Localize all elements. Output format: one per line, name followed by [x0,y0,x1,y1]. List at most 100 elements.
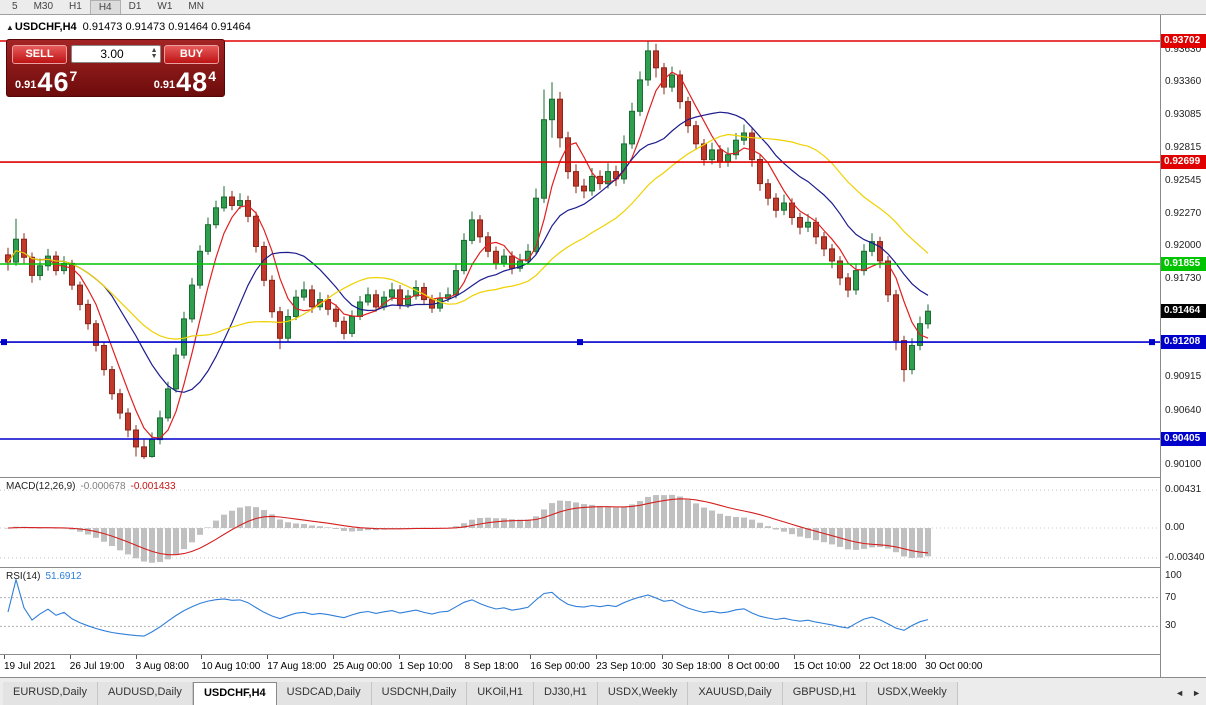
price-tick: 0.90100 [1165,459,1202,470]
tabs-scroll-right-button[interactable]: ► [1192,688,1201,698]
rsi-axis-tick: 30 [1165,620,1177,632]
rsi-value: 51.6912 [45,571,82,582]
timeframe-toolbar: 5 M30 H1 H4 D1 W1 MN [0,0,1206,14]
timeframe-button-w1[interactable]: W1 [157,1,173,12]
chart-tab-usdcad-daily[interactable]: USDCAD,Daily [276,682,372,705]
time-tick [596,655,598,659]
volume-value[interactable]: 3.00 [100,47,124,61]
trade-panel-toggle-icon[interactable]: ▲ [6,23,14,32]
volume-up-button[interactable]: ▲ [150,47,158,54]
time-label: 26 Jul 19:00 [69,661,125,672]
tab-scroll-arrows: ◄ ► [1175,688,1201,698]
chart-symbol: USDCHF,H4 [14,21,77,33]
horizontal-line-0.91208[interactable] [0,339,1160,346]
time-label: 16 Sep 00:00 [530,661,590,672]
line-handle[interactable] [1149,339,1155,346]
price-tick: 0.92270 [1165,207,1202,219]
chart-title: ▲USDCHF,H4 0.91473 0.91473 0.91464 0.9146… [6,21,251,33]
chart-tab-dj30-h1[interactable]: DJ30,H1 [534,682,598,705]
rsi-axis-tick: 100 [1165,570,1182,581]
hline-price-label: 0.90405 [1161,432,1206,446]
chart-tab-eurusd-daily[interactable]: EURUSD,Daily [3,682,98,705]
time-axis-divider [0,654,1206,655]
chart-tab-bar: EURUSD,Daily AUDUSD,Daily USDCHF,H4 USDCAD,… [0,677,1206,705]
hline-price-label: 0.91855 [1161,256,1206,271]
time-label: 22 Oct 18:00 [859,661,917,672]
main-chart-canvas[interactable] [0,15,1160,477]
macd-signal-value: -0.001433 [130,481,176,492]
time-tick [398,655,400,659]
price-tick: 0.93360 [1165,76,1202,88]
chart-tab-usdcnh-daily[interactable]: USDCNH,Daily [371,682,468,705]
time-tick [4,655,5,659]
rsi-line [7,577,929,637]
chart-tab-usdchf-h4[interactable]: USDCHF,H4 [192,682,277,705]
price-axis[interactable]: 0.91464 0.93630 0.93360 0.93085 0.92815 0.92… [1160,15,1206,678]
time-label: 3 Aug 08:00 [135,661,189,672]
time-label: 23 Sep 10:00 [596,661,656,672]
time-tick [464,655,466,659]
line-handle[interactable] [577,339,583,346]
time-label: 15 Oct 10:00 [793,661,851,672]
rsi-pane-canvas[interactable] [0,568,1160,654]
candlestick-series [5,41,931,459]
time-tick [267,655,269,659]
time-label: 30 Oct 00:00 [925,661,983,672]
timeframe-button-h1[interactable]: H1 [69,1,82,12]
chart-tab-gbpusd-h1[interactable]: GBPUSD,H1 [782,682,868,705]
price-tick: 0.90640 [1165,404,1202,416]
macd-axis-tick: 0.00431 [1165,484,1202,496]
rsi-label: RSI(14) 51.6912 [6,571,82,582]
chart-tab-usdx-weekly[interactable]: USDX,Weekly [867,682,958,705]
time-tick [333,655,334,659]
timeframe-button-m30[interactable]: M30 [33,1,54,12]
time-label: 8 Oct 00:00 [727,661,780,672]
price-tick: 0.93630 [1165,43,1202,55]
timeframe-button-d1[interactable]: D1 [128,1,142,12]
price-tick: 0.91730 [1165,273,1202,285]
line-handle[interactable] [1,339,7,346]
timeframe-button-5[interactable]: 5 [12,1,18,12]
tabs-scroll-left-button[interactable]: ◄ [1175,688,1185,698]
chart-tab-usdx-weekly[interactable]: USDX,Weekly [597,682,689,705]
chart-ohlc-values: 0.91473 0.91473 0.91464 0.91464 [82,21,251,33]
time-axis[interactable]: 19 Jul 2021 26 Jul 19:00 3 Aug 08:00 10 Aug… [0,655,1160,678]
pane-divider-macd[interactable] [0,477,1206,478]
timeframe-button-mn[interactable]: MN [188,1,204,12]
chart-tab-audusd-daily[interactable]: AUDUSD,Daily [97,682,193,705]
macd-main-value: -0.000678 [80,481,126,492]
time-tick [793,655,795,659]
sell-button[interactable]: SELL [12,44,67,64]
time-tick [662,655,663,659]
hline-price-label: 0.91208 [1161,335,1206,350]
chart-window: ▲USDCHF,H4 0.91473 0.91473 0.91464 0.9146… [0,14,1206,678]
time-label: 30 Sep 18:00 [662,661,722,672]
time-label: 10 Aug 10:00 [201,661,261,672]
sma-13-line [7,111,929,393]
sell-price-display: 0.91467 [15,67,78,97]
time-tick [201,655,203,659]
macd-pane-canvas[interactable] [0,478,1160,567]
chart-tab-xauusd-daily[interactable]: XAUUSD,Daily [688,682,783,705]
pane-divider-rsi[interactable] [0,567,1206,568]
one-click-trading-panel: SELL 3.00 ▲ ▼ BUY 0.91467 0.91484 [6,39,225,97]
hline-price-label: 0.93702 [1161,34,1206,48]
volume-control[interactable]: 3.00 ▲ ▼ [70,45,161,63]
price-tick: 0.92545 [1165,174,1202,186]
time-tick [135,655,137,659]
macd-histogram [5,494,931,563]
buy-price-display: 0.91484 [153,67,216,97]
chart-tab-ukoil-h1[interactable]: UKOil,H1 [467,682,535,705]
time-label: 8 Sep 18:00 [464,661,519,672]
macd-signal-line [7,498,929,556]
volume-down-button[interactable]: ▼ [150,53,158,60]
time-label: 1 Sep 10:00 [398,661,453,672]
sma-24-line [7,133,929,340]
time-label: 17 Aug 18:00 [267,661,327,672]
sma-5-line [7,71,929,439]
buy-button[interactable]: BUY [164,44,219,64]
macd-axis-tick: -0.00340 [1165,551,1205,563]
time-tick [727,655,729,659]
timeframe-button-h4[interactable]: H4 [89,0,121,14]
time-tick [530,655,532,659]
